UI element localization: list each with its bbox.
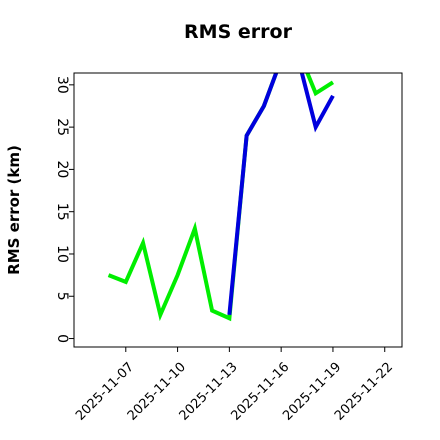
y-tick-label: 20 bbox=[54, 160, 70, 178]
y-tick-label: 25 bbox=[54, 118, 70, 136]
y-tick-label: 5 bbox=[54, 292, 70, 301]
y-tick-label: 0 bbox=[54, 334, 70, 343]
y-axis-label: RMS error (km) bbox=[5, 145, 23, 275]
plot-frame bbox=[73, 72, 403, 348]
y-tick-label: 30 bbox=[54, 76, 70, 94]
y-tick-label: 15 bbox=[54, 203, 70, 221]
series-line bbox=[227, 73, 335, 316]
series-line bbox=[107, 73, 335, 322]
plot-lines bbox=[107, 73, 335, 322]
y-tick-label: 10 bbox=[54, 245, 70, 263]
chart-title: RMS error bbox=[184, 21, 293, 43]
